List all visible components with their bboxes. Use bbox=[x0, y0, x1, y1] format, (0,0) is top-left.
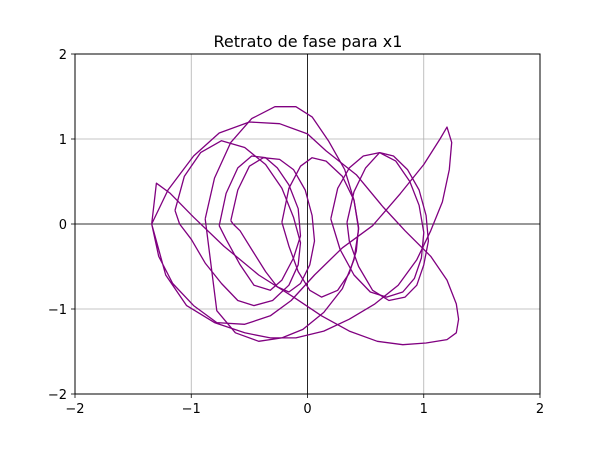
trajectory-1 bbox=[151, 121, 460, 346]
trajectory-3 bbox=[174, 140, 302, 307]
axis-lines bbox=[75, 54, 540, 394]
x-tick-label: 1 bbox=[420, 402, 428, 417]
y-tick-label: −2 bbox=[48, 388, 67, 403]
x-tick-label: −2 bbox=[65, 402, 84, 417]
trajectories bbox=[151, 106, 460, 346]
trajectory-4 bbox=[218, 155, 302, 291]
y-tick-label: 2 bbox=[59, 48, 67, 63]
trajectory-9 bbox=[204, 106, 360, 342]
y-axis: −2 −1 0 1 2 bbox=[48, 48, 75, 403]
trajectory-5 bbox=[230, 157, 316, 293]
x-tick-label: 0 bbox=[303, 402, 311, 417]
x-tick-label: −1 bbox=[182, 402, 201, 417]
trajectory-2 bbox=[151, 126, 453, 339]
y-tick-label: −1 bbox=[48, 303, 67, 318]
trajectory-8 bbox=[346, 151, 430, 302]
y-tick-label: 1 bbox=[59, 133, 67, 148]
trajectory-7 bbox=[330, 151, 425, 298]
x-axis: −2 −1 0 1 2 bbox=[65, 394, 544, 417]
y-tick-label: 0 bbox=[59, 218, 67, 233]
chart-title: Retrato de fase para x1 bbox=[214, 32, 403, 51]
x-tick-label: 2 bbox=[536, 402, 544, 417]
